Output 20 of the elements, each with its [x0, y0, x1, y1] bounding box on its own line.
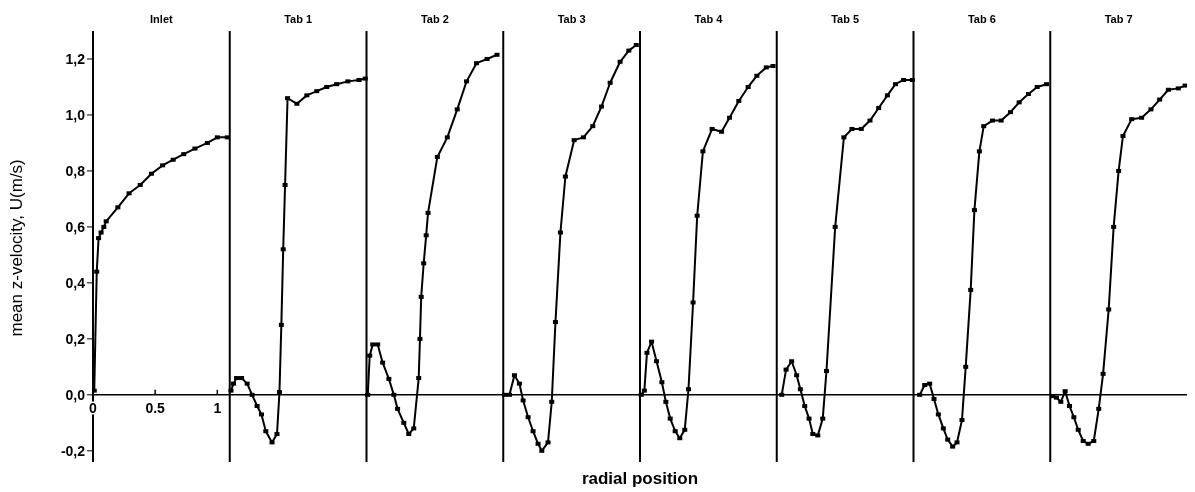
- text: Tab 2: [420, 13, 449, 25]
- y-axis-title: mean z-velocity, U(m/s): [7, 159, 27, 337]
- text: Tab 1: [284, 13, 313, 25]
- y-tick-label: 1,2: [65, 50, 86, 67]
- y-tick-label: 0,0: [65, 386, 86, 403]
- y-tick-label: 1,0: [65, 106, 86, 123]
- y-tick-label: 0,6: [65, 218, 86, 235]
- y-tick-label: 0,2: [65, 330, 86, 347]
- x-axis-title: radial position: [580, 469, 700, 489]
- y-tick-label: 0,8: [65, 162, 86, 179]
- x-tick-label: 1: [213, 399, 222, 416]
- text: Tab 3: [557, 13, 586, 25]
- y-tick-label: -0,2: [60, 442, 86, 459]
- x-tick-label: 0.5: [145, 399, 166, 416]
- text: Inlet: [150, 13, 174, 25]
- text: Tab 5: [831, 13, 860, 25]
- text: Tab 7: [1104, 13, 1133, 25]
- y-tick-label: 0,4: [65, 274, 86, 291]
- text: Tab 4: [694, 13, 724, 25]
- text: Tab 6: [967, 13, 996, 25]
